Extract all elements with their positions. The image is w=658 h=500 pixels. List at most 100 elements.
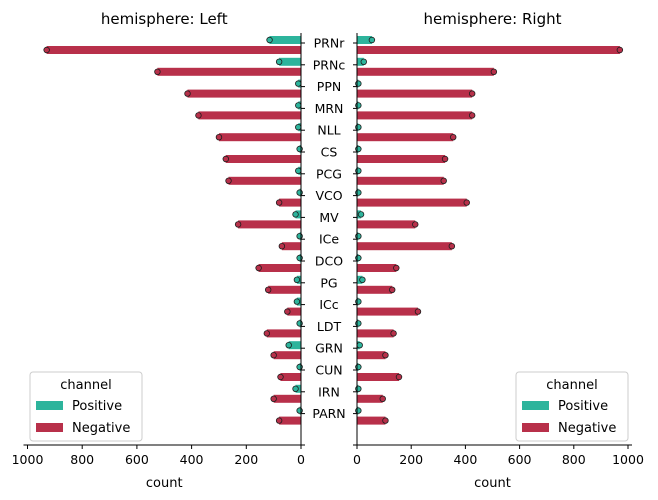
right-negative-point-CS xyxy=(441,155,449,163)
right-negative-point-ICe xyxy=(448,242,456,250)
right-negative-bar-PRNc xyxy=(357,67,494,76)
right-negative-bar-DCO xyxy=(357,264,397,272)
left-negative-point-MRN xyxy=(195,112,202,119)
right-x-tick-label-600: 600 xyxy=(508,452,532,467)
right-negative-bar-MV xyxy=(357,220,416,229)
left-x-tick-label-400: 400 xyxy=(180,452,204,467)
left-negative-point-PARN xyxy=(275,417,283,424)
left-negative-point-MV xyxy=(234,221,242,228)
left-negative-bar-CUN xyxy=(280,373,301,381)
left-positive-point-PPN xyxy=(295,80,302,87)
category-label-PG: PG xyxy=(320,275,337,290)
left-negative-point-PRNr xyxy=(43,46,50,54)
right-negative-point-PARN xyxy=(382,417,389,424)
left-negative-point-ICc xyxy=(284,308,291,315)
left-legend-label-positive: Positive xyxy=(72,399,122,414)
left-negative-bar-PRNc xyxy=(157,67,301,76)
right-x-tick-label-200: 200 xyxy=(399,452,423,467)
left-negative-point-VCO xyxy=(275,199,283,206)
category-label-PRNc: PRNc xyxy=(313,57,346,72)
right-negative-bar-IRN xyxy=(357,394,383,403)
right-positive-point-MRN xyxy=(355,102,362,109)
right-negative-point-GRN xyxy=(382,352,389,359)
left-positive-point-ICc xyxy=(293,298,301,305)
left-negative-bar-ICc xyxy=(287,307,301,316)
category-label-MV: MV xyxy=(319,210,339,225)
right-panel-title: hemisphere: Right xyxy=(424,10,562,28)
category-label-CUN: CUN xyxy=(315,363,342,378)
left-negative-point-DCO xyxy=(255,264,262,272)
right-negative-bar-PRNr xyxy=(357,46,620,54)
right-legend-title: channel xyxy=(546,378,597,393)
category-label-VCO: VCO xyxy=(315,188,342,203)
category-label-NLL: NLL xyxy=(317,123,340,138)
right-positive-point-LDT xyxy=(355,320,362,327)
left-negative-bar-DCO xyxy=(258,264,301,272)
left-positive-point-CS xyxy=(296,145,303,153)
right-negative-point-PG xyxy=(389,286,396,293)
right-positive-point-MV xyxy=(357,211,365,218)
right-legend-label-negative: Negative xyxy=(558,421,616,436)
left-positive-point-LDT xyxy=(296,320,303,327)
category-label-IRN: IRN xyxy=(318,384,340,399)
right-positive-point-PCG xyxy=(355,167,362,174)
right-negative-bar-ICc xyxy=(357,307,418,316)
category-label-PPN: PPN xyxy=(317,79,341,94)
left-x-tick-label-0: 0 xyxy=(297,452,305,467)
left-positive-bar-PRNr xyxy=(269,36,301,44)
left-positive-point-DCO xyxy=(296,254,303,262)
left-positive-point-NLL xyxy=(295,123,302,131)
right-positive-bar-PRNc xyxy=(357,57,364,66)
category-label-PRNr: PRNr xyxy=(314,36,346,51)
right-positive-point-PARN xyxy=(355,407,362,414)
left-negative-bar-IRN xyxy=(273,394,301,403)
category-label-DCO: DCO xyxy=(315,254,343,269)
left-negative-point-PG xyxy=(264,286,272,293)
right-negative-point-VCO xyxy=(463,199,470,206)
right-negative-bar-GRN xyxy=(357,351,386,360)
left-negative-point-PCG xyxy=(225,177,232,184)
right-negative-bar-MRN xyxy=(357,111,473,120)
left-negative-bar-LDT xyxy=(266,329,301,338)
right-negative-point-IRN xyxy=(379,395,386,402)
left-negative-bar-PG xyxy=(268,285,301,294)
category-label-MRN: MRN xyxy=(315,101,344,116)
left-positive-bar-PRNc xyxy=(279,57,301,66)
right-positive-point-ICe xyxy=(355,232,362,240)
left-negative-bar-PRNr xyxy=(46,46,301,54)
right-negative-point-CUN xyxy=(395,373,403,381)
right-negative-point-NLL xyxy=(450,133,457,141)
right-x-tick-label-800: 800 xyxy=(562,452,586,467)
right-positive-point-IRN xyxy=(355,385,362,392)
left-negative-bar-PPN xyxy=(187,89,301,98)
left-negative-point-CUN xyxy=(277,373,284,381)
left-legend-label-negative: Negative xyxy=(72,421,130,436)
right-negative-point-PPN xyxy=(468,90,476,97)
left-negative-point-CS xyxy=(222,155,229,163)
right-positive-bar-PRNr xyxy=(357,36,372,44)
left-positive-point-GRN xyxy=(285,342,292,349)
category-label-PCG: PCG xyxy=(316,166,342,181)
right-negative-point-PRNr xyxy=(616,46,624,54)
category-label-LDT: LDT xyxy=(317,319,342,334)
right-x-tick-label-1000: 1000 xyxy=(612,452,644,467)
right-negative-point-ICc xyxy=(414,308,422,315)
right-negative-point-LDT xyxy=(390,330,397,337)
right-negative-bar-LDT xyxy=(357,329,394,338)
right-x-tick-label-400: 400 xyxy=(453,452,477,467)
left-negative-bar-MV xyxy=(238,220,301,229)
left-positive-point-PARN xyxy=(296,407,303,414)
left-negative-bar-VCO xyxy=(279,198,301,207)
category-label-ICc: ICc xyxy=(319,297,338,312)
right-negative-bar-PARN xyxy=(357,416,386,425)
right-negative-bar-VCO xyxy=(357,198,467,207)
left-positive-point-PRNr xyxy=(266,36,273,44)
category-label-GRN: GRN xyxy=(315,341,343,356)
left-negative-point-NLL xyxy=(215,133,223,141)
right-positive-point-NLL xyxy=(355,123,362,131)
right-legend-label-positive: Positive xyxy=(558,399,608,414)
left-positive-point-PRNc xyxy=(275,58,283,65)
left-x-axis-label: count xyxy=(146,476,183,491)
left-positive-point-VCO xyxy=(296,189,303,196)
